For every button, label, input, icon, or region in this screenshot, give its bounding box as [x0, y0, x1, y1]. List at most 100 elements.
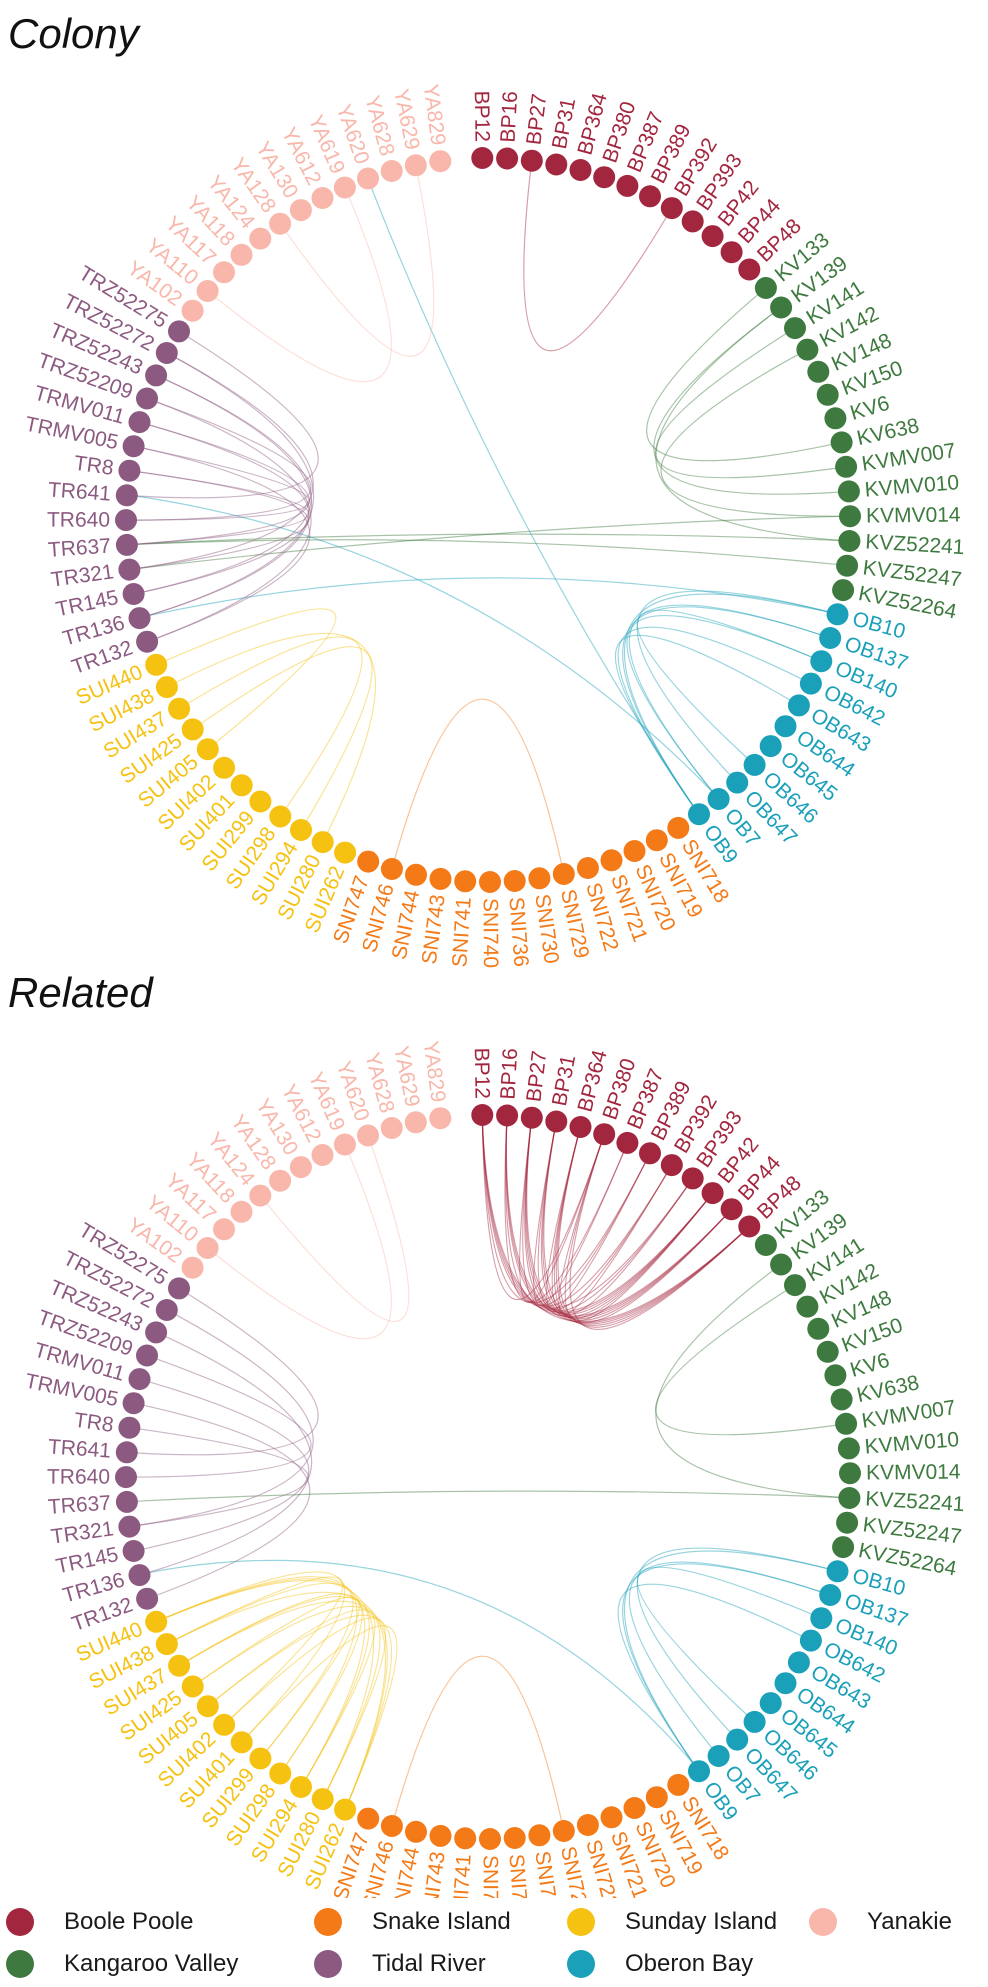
link-BP364-BP389 — [546, 1134, 647, 1311]
node-YA130 — [289, 1156, 312, 1179]
node-label-TR321: TR321 — [50, 1517, 116, 1548]
node-KVMV014 — [839, 505, 861, 528]
node-YA118 — [230, 243, 253, 266]
node-SUI401 — [230, 774, 253, 797]
link-KV141-KVMV007 — [655, 1288, 839, 1436]
node-label-BP16: BP16 — [497, 91, 523, 144]
node-BP380 — [593, 1123, 616, 1146]
node-BP16 — [496, 147, 519, 170]
node-SNI730 — [528, 1824, 551, 1847]
node-SNI719 — [645, 1786, 668, 1809]
link-TRZ52272-TR321 — [137, 1313, 314, 1527]
node-OB137 — [819, 627, 842, 649]
node-TRZ52243 — [145, 1321, 168, 1344]
node-YA124 — [249, 227, 272, 250]
node-TRMV005 — [122, 435, 145, 458]
link-SUI440-SUI405 — [163, 608, 337, 745]
node-SNI741 — [454, 1827, 477, 1850]
node-label-KVMV010: KVMV010 — [864, 1428, 960, 1458]
node-SUI294 — [290, 819, 312, 841]
link-TRMV005-TR132 — [141, 1404, 311, 1597]
node-OB647 — [726, 1728, 749, 1751]
node-OB645 — [759, 1692, 782, 1715]
link-BP16-BP48 — [505, 1123, 744, 1324]
node-YA612 — [311, 1144, 334, 1166]
link-SUI405-SUI262 — [213, 1614, 393, 1803]
node-BP380 — [593, 166, 616, 189]
link-BP16-BP392 — [505, 1123, 669, 1307]
node-label-YA829: YA829 — [419, 1040, 450, 1104]
node-SUI438 — [155, 676, 178, 699]
node-label-KVMV010: KVMV010 — [864, 471, 960, 501]
link-BP27-BP48 — [526, 1125, 744, 1325]
node-SNI740 — [479, 871, 501, 893]
node-SNI743 — [429, 867, 452, 890]
node-label-BP27: BP27 — [522, 92, 551, 146]
link-TR8-TR321 — [137, 1428, 309, 1527]
link-YA110-YA619 — [213, 194, 392, 383]
node-KVZ52264 — [832, 579, 855, 602]
node-SNI722 — [576, 1814, 599, 1836]
node-TR637 — [115, 1490, 138, 1513]
link-BP380-BP42 — [564, 1141, 709, 1321]
link-BP380-BP48 — [569, 1141, 744, 1330]
node-YA130 — [289, 199, 312, 222]
node-SNI744 — [405, 1820, 427, 1843]
legend-label-tidal-river: Tidal River — [372, 1950, 486, 1977]
node-TR132 — [136, 630, 159, 653]
node-KV638 — [830, 431, 853, 454]
node-SNI729 — [552, 1820, 575, 1842]
link-KV133-KV638 — [646, 292, 834, 462]
node-label-TR321: TR321 — [50, 560, 116, 591]
node-TRMV011 — [128, 411, 151, 434]
node-label-KVZ52241: KVZ52241 — [865, 1487, 965, 1516]
legend-swatch-oberon-bay — [567, 1950, 595, 1978]
node-SNI730 — [528, 867, 551, 890]
node-YA619 — [333, 176, 356, 199]
node-TR637 — [115, 533, 138, 556]
link-OB10-OB647 — [636, 590, 830, 778]
node-YA612 — [311, 187, 334, 209]
link-BP380-BP392 — [558, 1141, 669, 1315]
node-YA620 — [357, 167, 379, 190]
node-BP393 — [681, 1167, 704, 1190]
node-BP389 — [639, 1142, 661, 1165]
node-TR8 — [118, 1416, 141, 1439]
panel-title-related: Related — [8, 969, 154, 1016]
node-TR145 — [122, 1540, 145, 1562]
link-OB643-OB9 — [614, 634, 793, 809]
link-BP12-BP389 — [481, 1122, 647, 1304]
node-KV6 — [824, 407, 847, 430]
node-OB137 — [819, 1584, 842, 1606]
link-TRZ52243-TR136 — [147, 378, 313, 617]
node-label-SNI740: SNI740 — [479, 898, 502, 968]
link-TRZ52209-TR640 — [133, 1357, 312, 1478]
node-YA629 — [404, 1111, 427, 1134]
node-BP389 — [639, 185, 661, 208]
legend-item-boole-poole: Boole Poole — [6, 1906, 193, 1938]
node-label-TR641: TR641 — [47, 1435, 111, 1462]
node-TR132 — [136, 1587, 159, 1610]
node-OB9 — [688, 1760, 710, 1783]
node-BP364 — [569, 159, 592, 181]
node-SNI736 — [503, 1827, 526, 1849]
node-SUI280 — [311, 1788, 334, 1811]
link-BP27-BP44 — [525, 1125, 727, 1320]
node-SUI437 — [168, 697, 191, 720]
link-KV139-KVMV010 — [653, 311, 841, 495]
node-YA110 — [196, 280, 219, 302]
node-label-SNI743: SNI743 — [418, 893, 450, 965]
links-related — [133, 1122, 842, 1824]
legend-item-yanakie: Yanakie — [809, 1906, 952, 1938]
link-SUI425-SUI299 — [198, 1596, 360, 1753]
node-SNI721 — [600, 1806, 623, 1829]
node-KV6 — [824, 1364, 847, 1387]
link-TR8-TR637 — [134, 471, 310, 545]
link-TR136-OB10 — [147, 577, 830, 617]
node-BP393 — [681, 210, 704, 233]
node-SNI721 — [600, 849, 623, 872]
node-KVMV007 — [835, 1412, 858, 1435]
legend-swatch-snake-island — [314, 1908, 342, 1936]
node-label-TR637: TR637 — [47, 535, 111, 562]
